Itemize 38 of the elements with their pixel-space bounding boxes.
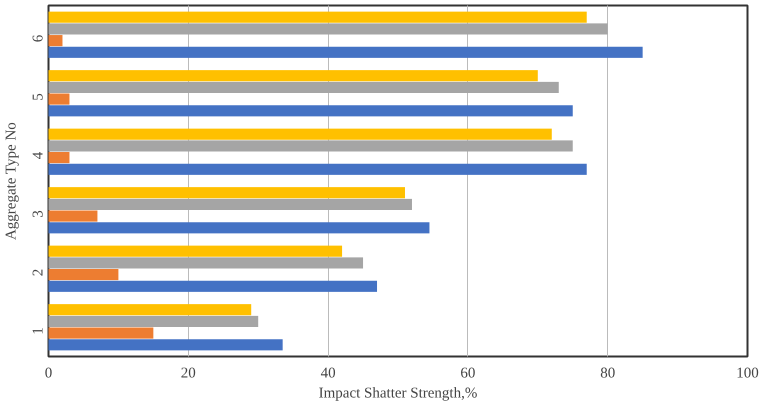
bar xyxy=(48,187,405,198)
x-tick-label: 20 xyxy=(180,366,196,382)
bar xyxy=(48,339,283,350)
bar xyxy=(48,164,587,175)
x-tick-label: 0 xyxy=(44,366,52,382)
y-axis-title: Aggregate Type No xyxy=(4,122,20,240)
x-tick-label: 40 xyxy=(320,366,336,382)
x-tick-label: 80 xyxy=(600,366,616,382)
bar xyxy=(48,152,70,164)
x-tick-label: 100 xyxy=(736,366,759,382)
bar xyxy=(48,222,430,234)
bar xyxy=(48,46,643,58)
bar xyxy=(48,35,62,46)
bar xyxy=(48,140,573,152)
bar xyxy=(48,280,378,292)
bar xyxy=(48,23,608,34)
bar xyxy=(48,210,98,222)
bar xyxy=(48,12,587,23)
bar xyxy=(48,94,70,105)
y-tick-label: 3 xyxy=(30,210,46,218)
bar xyxy=(48,82,559,93)
y-tick-label: 2 xyxy=(30,268,46,276)
y-tick-label: 6 xyxy=(30,34,46,42)
bar xyxy=(48,316,258,327)
y-tick-label: 1 xyxy=(30,327,46,335)
bar xyxy=(48,128,552,140)
bar xyxy=(48,257,364,268)
bar xyxy=(48,328,154,339)
x-tick-label: 60 xyxy=(460,366,476,382)
bar xyxy=(48,269,118,280)
bar xyxy=(48,70,538,82)
bar xyxy=(48,304,252,316)
y-tick-label: 5 xyxy=(30,93,46,101)
bar xyxy=(48,246,342,257)
y-tick-label: 4 xyxy=(30,151,46,160)
bar xyxy=(48,105,573,116)
x-axis-title: Impact Shatter Strength,% xyxy=(318,386,478,402)
bar xyxy=(48,198,412,210)
